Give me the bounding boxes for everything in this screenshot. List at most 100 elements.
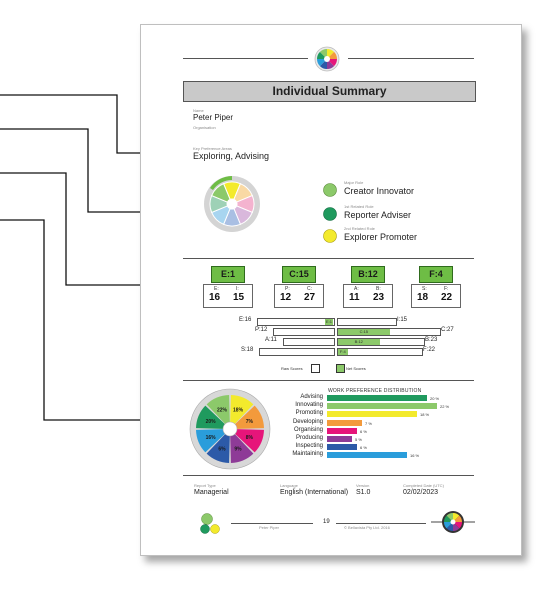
wpd-bar [327,436,352,442]
wpd-percent: 6 % [360,445,367,451]
wpd-bar [327,444,357,451]
distribution-wheel-chart: 22% 18%7% 8% 9% 6%16% 20% [189,388,271,470]
score-right-value: 27 [304,292,316,303]
wheel-percent-label: 8% [246,435,254,441]
wpd-bar [327,403,437,410]
balance-left-box [283,338,335,346]
wpd-bar [327,395,427,401]
role-related1-name: Reporter Adviser [344,210,412,220]
score-right-letter: F: [444,286,449,292]
footer-rule-left [231,523,313,524]
wheel-percent-label: 22% [217,408,228,414]
score-right-letter: C: [307,286,312,292]
balance-net-fill: C:15 [337,328,390,335]
legend-net-swatch [336,364,345,373]
wpd-percent: 7 % [365,420,372,426]
wpd-percent: 22 % [440,404,450,410]
header-rule-left [183,58,308,59]
balance-net-fill: B:12 [337,338,380,345]
wpd-bar [327,452,407,459]
wpd-row-label: Advising [300,394,323,400]
role-related1-dot-icon [323,207,337,221]
wheel-segment [206,395,230,424]
wheel-percent-label: 18% [233,408,244,414]
wheel-segment [230,434,254,463]
logo-wheel-icon [314,46,340,72]
meta-language-label: Language [280,483,298,488]
score-left-value: 18 [417,292,429,303]
person-name: Peter Piper [193,113,234,122]
legend-raw-label: Raw Scores [281,366,303,371]
footer-copyright: © Bellavista Pty Ltd. 2016 [344,525,390,530]
score-left-letter: A: [354,286,359,292]
wheel-percent-label: 6% [218,446,226,452]
wpd-row-label: Producing [295,435,323,441]
kpa-label: Key Preference Areas [193,146,232,151]
section-rule-scores [183,258,474,259]
wpd-percent: 5 % [355,437,362,442]
balance-right-box [337,338,425,346]
score-right-value: 15 [233,292,245,303]
score-right-letter: B: [376,286,381,292]
score-tag: F:4 [419,266,453,283]
balance-left-label: P:12 [255,327,268,333]
score-left-letter: S: [422,286,427,292]
wheel-segment [230,395,254,424]
balance-right-label: C:27 [441,327,454,333]
balance-net-fill: E:1 [325,318,333,325]
wpd-percent: 20 % [430,396,440,401]
role-related2-label: 2nd Related Role [344,226,375,231]
legend-net-label: Net Scores [346,366,366,371]
preference-wheel-chart [204,176,260,232]
balance-left-box [259,348,335,356]
meta-version-value: S1.0 [356,489,371,496]
wpd-bar [327,411,417,418]
score-box-ab: B:12 A: B: 11 23 [343,266,393,308]
footer-logo-wheel-icon [431,511,475,533]
meta-date-value: 02/02/2023 [403,489,439,496]
balance-right-label: I:15 [397,317,408,323]
callout-line-name [0,94,140,154]
score-right-value: 23 [373,292,385,303]
meta-report-type-value: Managerial [194,489,229,496]
balance-left-label: A:11 [265,337,277,343]
wpd-row-label: Inspecting [295,443,323,450]
score-box-sf: F:4 S: F: 18 22 [411,266,461,308]
meta-report-type-label: Report Type [194,483,216,488]
header-rule-right [348,58,474,59]
wpd-row-label: Maintaining [292,451,323,458]
score-tag: B:12 [351,266,385,283]
score-pair: E: I: 16 15 [203,284,253,308]
page-title: Individual Summary [183,81,476,102]
footer-name: Peter Piper [259,525,280,530]
section-rule-distribution [183,380,474,381]
meta-language-value: English (International) [280,489,349,496]
score-pair: P: C: 12 27 [274,284,324,308]
role-major-dot-icon [323,183,337,197]
score-left-letter: E: [214,286,219,292]
wpd-row-label: Promoting [295,410,323,417]
score-left-value: 11 [349,292,360,303]
wheel-segment [235,429,264,453]
wpd-row-label: Developing [292,418,323,425]
wpd-title: WORK PREFERENCE DISTRIBUTION [328,388,422,394]
wpd-percent: 6 % [360,428,367,434]
score-right-value: 22 [441,292,453,303]
score-pair: S: F: 18 22 [411,284,461,308]
wheel-percent-label: 20% [206,419,217,425]
wpd-row-label: Organising [293,426,323,433]
footer-role-dots-icon [200,513,220,534]
balance-right-label: B:23 [425,337,438,343]
wheel-segment [196,405,225,429]
organisation-label: Organisation [193,125,216,130]
role-related1-label: 1st Related Role [344,204,374,209]
score-box-ei: E:1 E: I: 16 15 [203,266,253,308]
footer-page-number: 19 [323,519,330,525]
wpd-bar [327,427,357,434]
wheel-segment [235,405,264,429]
section-rule-meta [183,475,474,476]
report-page: Individual Summary Name Peter Piper Orga… [140,24,522,556]
wheel-percent-label: 7% [246,419,254,425]
role-related2-name: Explorer Promoter [344,232,418,242]
balance-left-label: E:16 [239,317,252,323]
